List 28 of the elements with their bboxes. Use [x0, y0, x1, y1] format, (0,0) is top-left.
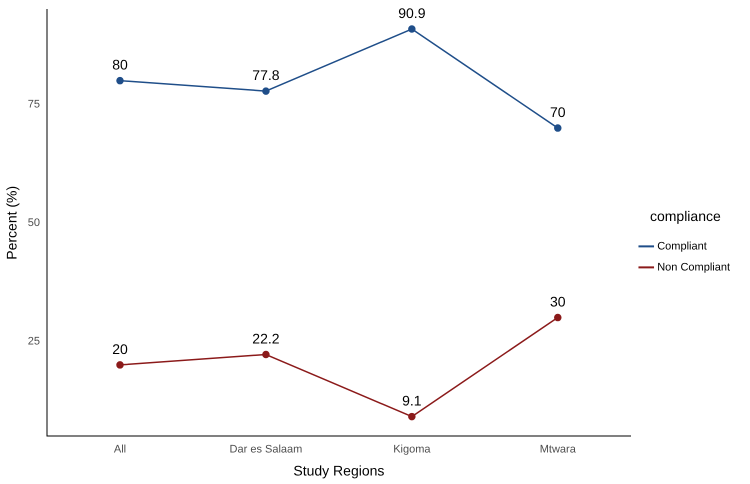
- y-tick-label: 50: [28, 216, 40, 229]
- point: [554, 314, 562, 322]
- data-label: 20: [112, 340, 128, 357]
- data-label: 30: [550, 293, 566, 310]
- point: [116, 76, 124, 84]
- point: [408, 25, 416, 33]
- data-label: 77.8: [252, 66, 280, 83]
- point: [116, 361, 124, 369]
- x-tick-label: Mtwara: [540, 444, 577, 456]
- y-axis-title: Percent (%): [3, 186, 20, 260]
- x-axis-title: Study Regions: [293, 462, 384, 478]
- data-label: 22.2: [252, 330, 280, 346]
- point: [262, 87, 270, 95]
- y-tick-label: 25: [28, 335, 40, 348]
- legend-title: compliance: [650, 208, 721, 224]
- legend-label: Non Compliant: [657, 261, 730, 274]
- x-tick-label: All: [114, 444, 126, 456]
- data-label: 90.9: [398, 4, 426, 21]
- point: [408, 412, 416, 420]
- data-label: 70: [550, 104, 566, 120]
- point: [262, 350, 270, 358]
- legend-label: Compliant: [657, 240, 707, 252]
- point: [554, 124, 562, 132]
- y-tick-label: 75: [28, 98, 40, 110]
- data-label: 80: [112, 56, 128, 73]
- x-tick-label: Dar es Salaam: [230, 444, 302, 456]
- x-tick-label: Kigoma: [393, 444, 432, 456]
- data-label: 9.1: [402, 392, 422, 408]
